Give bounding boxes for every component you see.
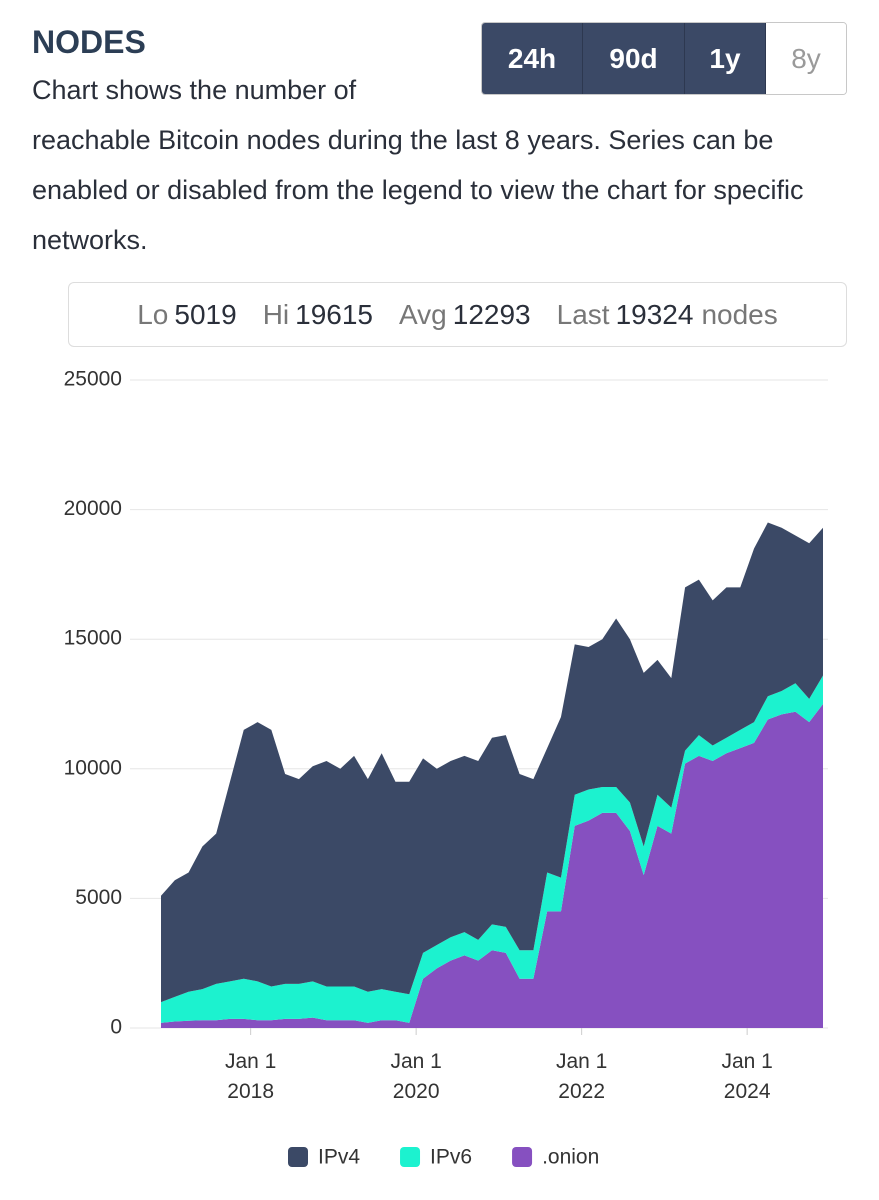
stat-value: 19615 (295, 298, 374, 330)
range-buttons: 24h 90d 1y 8y (481, 22, 847, 95)
stat-value: 5019 (174, 298, 237, 330)
stat-value: 12293 (452, 298, 531, 330)
stat-label: Hi (262, 298, 290, 330)
area (161, 522, 823, 1003)
stat-value: 19324 (615, 298, 694, 330)
stat-unit: nodes (701, 298, 778, 330)
y-tick-label: 10000 (64, 756, 122, 779)
y-tick-label: 15000 (64, 627, 122, 650)
description: Chart shows the number of reachable Bitc… (32, 75, 804, 255)
x-tick-label: Jan 1 2022 (556, 1050, 607, 1103)
legend-label: .onion (542, 1146, 599, 1169)
range-button[interactable]: 90d (583, 23, 685, 94)
stat-label: Lo (137, 298, 169, 330)
legend-label: IPv6 (430, 1146, 472, 1169)
legend-marker (288, 1147, 308, 1167)
stat-label: Last (556, 298, 610, 330)
y-tick-label: 25000 (64, 368, 122, 391)
header: 24h 90d 1y 8y NODES Chart shows the number … (32, 20, 847, 265)
y-tick-label: 0 (110, 1016, 122, 1039)
y-tick-label: 5000 (75, 886, 122, 909)
x-tick-label: Jan 1 2024 (721, 1050, 772, 1103)
area (161, 704, 823, 1028)
legend-marker (512, 1147, 533, 1167)
stat: Avg 12293 (399, 299, 531, 331)
range-button[interactable]: 1y (685, 23, 766, 94)
area (161, 675, 823, 1023)
stats-box: Lo 5019 Hi 19615 Avg 12293 Last 19324 nodes (68, 282, 847, 347)
stat-label: Avg (399, 298, 447, 330)
y-tick-label: 20000 (64, 497, 122, 520)
legend-label: IPv4 (318, 1146, 360, 1169)
stat: Hi 19615 (263, 299, 373, 331)
range-button[interactable]: 8y (766, 23, 846, 94)
range-button[interactable]: 24h (482, 23, 583, 94)
x-tick-label: Jan 1 2018 (225, 1050, 276, 1103)
legend-marker (400, 1147, 421, 1167)
x-tick-label: Jan 1 2020 (390, 1050, 441, 1103)
stat: Last 19324 (557, 299, 694, 331)
title: NODES (32, 24, 146, 60)
stat: Lo 5019 (137, 299, 236, 331)
